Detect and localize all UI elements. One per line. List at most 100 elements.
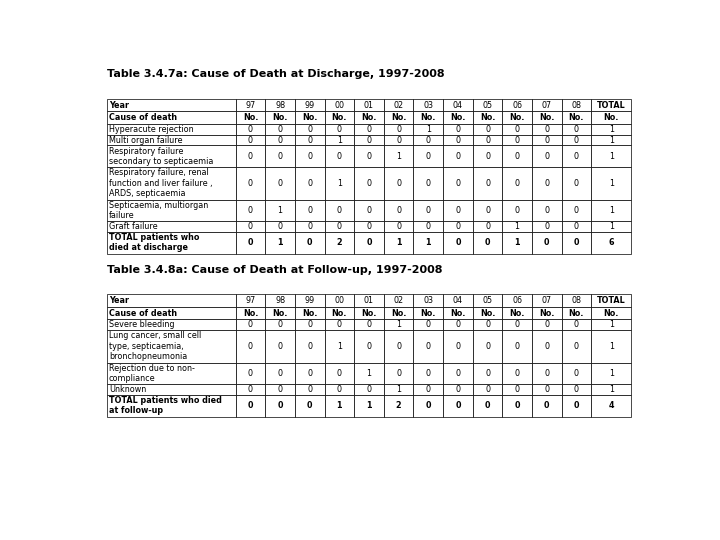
Bar <box>265 99 295 111</box>
Bar <box>591 111 631 124</box>
Text: 0: 0 <box>544 222 549 231</box>
Bar <box>562 330 591 362</box>
Bar <box>235 362 265 384</box>
Bar <box>591 124 631 134</box>
Text: No.: No. <box>302 308 318 318</box>
Text: 0: 0 <box>396 136 401 145</box>
Bar <box>503 199 532 221</box>
Bar <box>503 167 532 199</box>
Bar <box>325 221 354 232</box>
Bar <box>295 124 325 134</box>
Bar <box>325 294 354 307</box>
Bar <box>235 221 265 232</box>
Bar <box>295 362 325 384</box>
Bar <box>413 111 443 124</box>
Text: 0: 0 <box>455 125 460 134</box>
Text: 1: 1 <box>396 238 401 247</box>
Text: 98: 98 <box>275 296 285 305</box>
Text: 0: 0 <box>574 125 579 134</box>
Bar <box>532 111 562 124</box>
Text: 0: 0 <box>366 206 372 215</box>
Text: 0: 0 <box>485 152 490 161</box>
Text: 03: 03 <box>423 100 433 110</box>
Bar <box>265 294 295 307</box>
Text: 04: 04 <box>453 296 463 305</box>
Text: 0: 0 <box>574 238 579 247</box>
Bar <box>107 167 235 199</box>
Bar <box>532 307 562 319</box>
Text: No.: No. <box>539 308 554 318</box>
Bar <box>532 134 562 145</box>
Text: Year: Year <box>109 296 129 305</box>
Bar <box>325 307 354 319</box>
Bar <box>562 145 591 167</box>
Text: 0: 0 <box>248 385 253 394</box>
Text: 0: 0 <box>307 179 312 188</box>
Text: 6: 6 <box>608 238 614 247</box>
Bar <box>384 319 413 330</box>
Bar <box>473 294 503 307</box>
Bar <box>295 111 325 124</box>
Text: 0: 0 <box>544 125 549 134</box>
Text: No.: No. <box>302 113 318 122</box>
Text: No.: No. <box>569 308 584 318</box>
Text: 1: 1 <box>366 401 372 410</box>
Bar <box>384 134 413 145</box>
Text: 0: 0 <box>574 342 579 351</box>
Text: 07: 07 <box>541 100 552 110</box>
Bar <box>325 330 354 362</box>
Text: 0: 0 <box>307 206 312 215</box>
Bar <box>413 294 443 307</box>
Text: 0: 0 <box>485 320 490 329</box>
Text: 0: 0 <box>485 125 490 134</box>
Text: No.: No. <box>603 113 619 122</box>
Text: 0: 0 <box>544 206 549 215</box>
Bar <box>295 307 325 319</box>
Bar <box>562 232 591 254</box>
Text: 0: 0 <box>514 401 520 410</box>
Bar <box>473 330 503 362</box>
Bar <box>354 124 384 134</box>
Text: 0: 0 <box>278 136 283 145</box>
Text: 0: 0 <box>248 401 253 410</box>
Text: 0: 0 <box>455 206 460 215</box>
Text: 1: 1 <box>278 206 283 215</box>
Text: 1: 1 <box>337 401 342 410</box>
Bar <box>503 232 532 254</box>
Text: 0: 0 <box>485 238 490 247</box>
Bar <box>384 145 413 167</box>
Bar <box>295 221 325 232</box>
Text: 2: 2 <box>336 238 342 247</box>
Bar <box>532 221 562 232</box>
Bar <box>354 111 384 124</box>
Bar <box>413 362 443 384</box>
Text: 0: 0 <box>337 125 342 134</box>
Text: 97: 97 <box>246 100 256 110</box>
Text: 0: 0 <box>455 342 460 351</box>
Text: 1: 1 <box>608 136 613 145</box>
Bar <box>325 395 354 416</box>
Bar <box>295 294 325 307</box>
Text: 0: 0 <box>574 369 579 378</box>
Text: No.: No. <box>450 308 466 318</box>
Text: 0: 0 <box>396 206 401 215</box>
Bar <box>503 134 532 145</box>
Bar <box>503 307 532 319</box>
Bar <box>325 199 354 221</box>
Text: 0: 0 <box>307 401 312 410</box>
Bar <box>295 167 325 199</box>
Text: 00: 00 <box>334 296 344 305</box>
Bar <box>443 99 473 111</box>
Text: No.: No. <box>480 308 495 318</box>
Bar <box>413 384 443 395</box>
Text: 1: 1 <box>515 222 520 231</box>
Bar <box>265 221 295 232</box>
Bar <box>591 330 631 362</box>
Text: 0: 0 <box>455 385 460 394</box>
Bar <box>265 232 295 254</box>
Bar <box>235 199 265 221</box>
Bar <box>532 362 562 384</box>
Bar <box>265 319 295 330</box>
Bar <box>354 134 384 145</box>
Bar <box>354 307 384 319</box>
